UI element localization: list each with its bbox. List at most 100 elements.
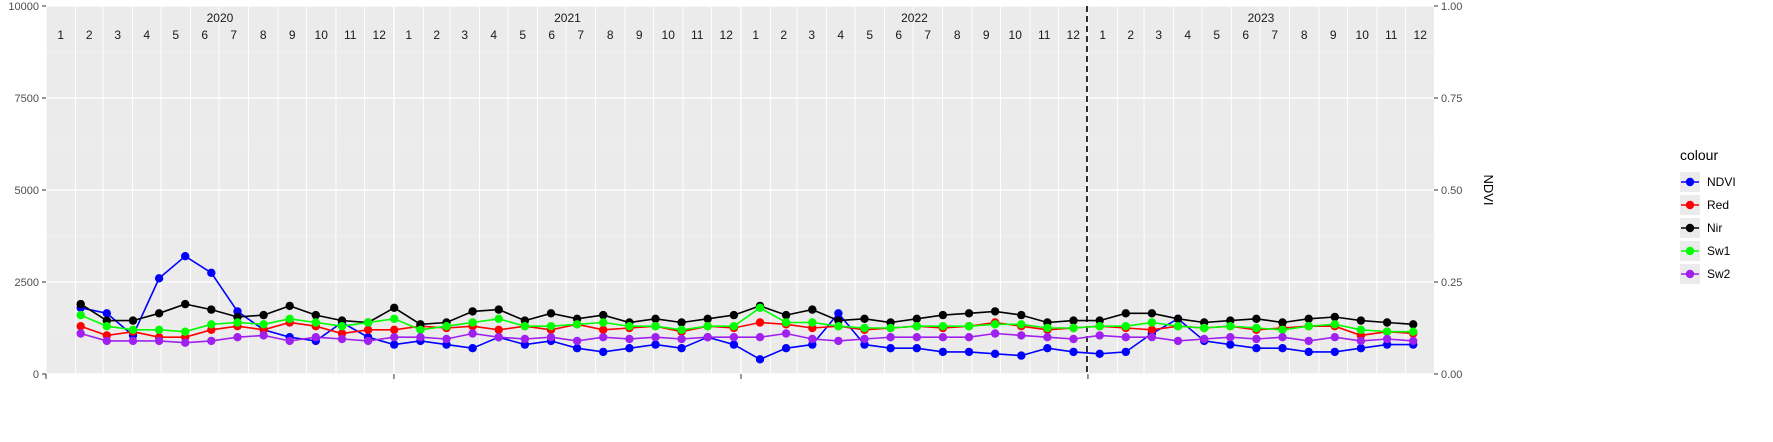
data-point-nir: [808, 305, 817, 314]
month-label: 3: [114, 28, 121, 42]
month-label: 5: [1213, 28, 1220, 42]
data-point-sw1: [651, 322, 660, 331]
data-point-sw1: [1069, 323, 1078, 333]
data-point-nir: [1382, 318, 1392, 327]
month-label: 6: [1242, 28, 1249, 42]
data-point-sw2: [1173, 336, 1183, 346]
right-tick-label: 1.00: [1441, 1, 1462, 13]
data-point-sw1: [886, 323, 895, 333]
data-point-nir: [677, 318, 686, 327]
data-point-sw1: [416, 325, 425, 334]
data-point-sw1: [1147, 318, 1157, 327]
month-label: 1: [57, 28, 64, 42]
month-label: 12: [373, 28, 387, 42]
month-label: 11: [1385, 28, 1398, 42]
data-point-ndvi: [599, 347, 608, 357]
data-point-ndvi: [390, 340, 399, 349]
data-point-sw2: [755, 333, 765, 342]
data-point-sw1: [990, 320, 1000, 329]
right-axis-title: NDVI: [1481, 174, 1496, 205]
legend-label: Sw1: [1707, 244, 1731, 258]
legend-key-point: [1685, 269, 1695, 279]
legend: colour NDVI Red Nir Sw1 Sw2: [1680, 147, 1736, 284]
month-label: 1: [1099, 28, 1106, 42]
data-point-sw1: [102, 322, 112, 331]
data-point-ndvi: [1069, 347, 1078, 357]
data-point-sw2: [1121, 333, 1131, 342]
data-point-sw2: [599, 333, 608, 342]
year-label: 2021: [554, 11, 581, 25]
data-point-sw1: [285, 314, 294, 323]
data-point-nir: [1330, 312, 1340, 322]
data-point-nir: [468, 307, 477, 316]
data-point-sw1: [755, 303, 765, 312]
data-point-sw1: [1043, 323, 1052, 333]
data-point-sw2: [625, 334, 634, 344]
data-point-ndvi: [572, 344, 582, 353]
data-point-sw1: [233, 318, 242, 327]
data-point-nir: [860, 314, 869, 323]
data-point-sw2: [285, 336, 294, 346]
data-point-sw1: [1017, 320, 1026, 329]
month-label: 5: [866, 28, 873, 42]
month-label: 1: [405, 28, 412, 42]
data-point-sw2: [337, 334, 347, 344]
data-point-nir: [76, 299, 85, 309]
data-point-sw2: [834, 336, 843, 346]
data-point-nir: [703, 314, 712, 323]
data-point-sw1: [1095, 322, 1104, 331]
data-point-nir: [181, 299, 190, 309]
month-label: 5: [172, 28, 179, 42]
data-point-nir: [1278, 318, 1287, 327]
data-point-nir: [729, 310, 739, 320]
month-label: 5: [519, 28, 526, 42]
data-point-sw2: [781, 329, 791, 338]
legend-label: Nir: [1707, 221, 1722, 235]
data-point-sw2: [181, 338, 190, 347]
data-point-sw2: [990, 329, 1000, 338]
month-label: 10: [1356, 28, 1370, 42]
right-tick-label: 0.75: [1441, 93, 1462, 105]
left-tick-label: 0: [33, 369, 39, 381]
data-point-sw2: [442, 334, 451, 344]
data-point-sw2: [938, 333, 948, 342]
data-point-sw2: [1226, 333, 1235, 342]
data-point-red: [76, 322, 85, 331]
month-label: 12: [1067, 28, 1081, 42]
legend-title: colour: [1680, 147, 1718, 163]
month-label: 7: [230, 28, 237, 42]
data-point-ndvi: [468, 344, 477, 353]
data-point-sw2: [886, 333, 895, 342]
data-point-sw1: [1200, 323, 1209, 333]
data-point-sw2: [468, 329, 477, 338]
data-point-sw1: [494, 314, 503, 323]
data-point-sw2: [76, 329, 85, 338]
data-point-nir: [1069, 316, 1078, 325]
data-point-nir: [1252, 314, 1261, 323]
month-label: 11: [691, 28, 704, 42]
data-point-nir: [1409, 320, 1418, 329]
data-point-sw1: [1226, 322, 1235, 331]
data-point-sw2: [1252, 334, 1261, 344]
month-label: 10: [315, 28, 329, 42]
data-point-nir: [128, 316, 138, 325]
data-point-sw2: [729, 333, 739, 342]
series-line-sw1: [80, 306, 1414, 333]
data-point-ndvi: [912, 344, 921, 353]
data-point-sw1: [128, 325, 138, 334]
data-point-nir: [1017, 310, 1026, 320]
data-point-sw1: [363, 318, 373, 327]
left-tick-label: 7500: [15, 93, 39, 105]
data-point-ndvi: [651, 340, 660, 349]
year-label: 2022: [901, 11, 928, 25]
data-point-sw2: [416, 333, 425, 342]
data-point-sw1: [259, 320, 268, 329]
data-point-sw1: [207, 320, 216, 329]
data-point-red: [1147, 325, 1157, 334]
month-label: 6: [548, 28, 555, 42]
data-point-sw2: [1069, 334, 1078, 344]
data-point-ndvi: [181, 252, 190, 261]
data-point-ndvi: [207, 268, 216, 277]
data-point-ndvi: [886, 344, 895, 353]
data-point-nir: [259, 310, 268, 320]
